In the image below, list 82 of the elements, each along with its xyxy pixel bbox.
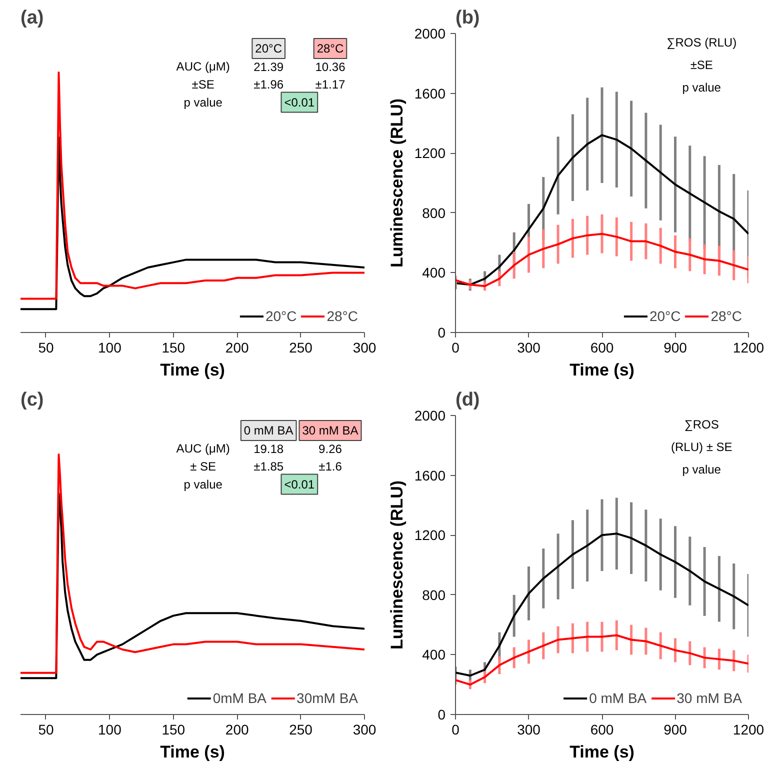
annotation: 21.39 [254,60,284,74]
y-tick-label: 400 [422,264,446,281]
x-tick-label: 300 [352,722,376,738]
annotation: ±1.6 [318,459,342,474]
y-tick-label: 0 [438,706,446,722]
annotation: ±SE [690,58,713,72]
x-tick-label: 150 [162,722,186,738]
annotation: AUC (μM) [176,59,230,74]
x-tick-label: 250 [289,722,313,738]
annotation: <0.01 [284,477,315,492]
x-tick-label: 100 [98,340,122,356]
x-tick-label: 300 [352,340,376,356]
x-tick-label: 600 [590,722,614,738]
annotation: ∑ROS (RLU) [666,35,737,50]
y-axis-title: Luminescence (RLU) [387,98,406,268]
chart-title: (d) [456,390,480,410]
text: 20°C [255,41,282,56]
legend-label: 28°C [710,308,742,324]
y-tick-label: 1200 [414,145,446,162]
y-tick-label: 1200 [414,527,446,544]
annotation: ± SE [190,459,216,474]
text: 30 mM BA [302,423,358,438]
x-axis-title: Time (s) [570,742,634,762]
annotation: p value [184,95,223,110]
text: 0 mM BA [244,423,294,438]
y-tick-label: 0 [438,324,446,340]
x-tick-label: 900 [664,340,688,356]
annotation: ±1.17 [315,77,346,92]
y-tick-label: 1600 [414,85,446,102]
annotation: ±1.85 [254,459,284,474]
x-tick-label: 200 [225,722,249,738]
x-tick-label: 100 [98,722,122,738]
x-axis-title: Time (s) [570,360,634,380]
x-tick-label: 600 [590,340,614,356]
chart-title: (a) [20,8,44,28]
annotation: 9.26 [318,442,342,456]
x-tick-label: 300 [517,722,541,738]
x-tick-label: 200 [225,340,249,356]
legend-label: 20°C [649,308,681,324]
y-axis-title: Luminescence (RLU) [387,480,406,650]
chart-title: (c) [20,390,44,410]
x-tick-label: 1200 [732,722,764,738]
line-series [456,532,748,677]
annotation: AUC (μM) [176,441,230,456]
legend-label: 28°C [326,308,358,324]
annotation: <0.01 [284,95,315,110]
x-tick-label: 250 [289,340,313,356]
y-tick-label: 800 [422,586,446,603]
x-tick-label: 50 [38,722,54,738]
y-tick-label: 1600 [414,467,446,484]
x-axis-title: Time (s) [160,742,225,762]
legend-label: 0mM BA [212,690,267,706]
x-tick-label: 150 [162,340,186,356]
x-tick-label: 0 [452,340,460,356]
line-series [456,134,748,286]
x-axis-title: Time (s) [160,360,225,380]
legend-label: 30mM BA [296,690,358,706]
x-tick-label: 1200 [732,340,764,356]
y-tick-label: 2000 [414,26,446,42]
line-series [456,232,748,288]
x-tick-label: 300 [517,340,541,356]
y-tick-label: 2000 [414,408,446,424]
x-tick-label: 900 [664,722,688,738]
annotation: ±1.96 [254,77,284,92]
annotation: (RLU) ± SE [670,440,732,454]
annotation: p value [184,477,223,492]
annotation: ±SE [192,77,214,92]
legend-label: 30 mM BA [676,690,742,706]
y-tick-label: 400 [422,646,446,663]
text: 28°C [316,41,344,56]
legend-label: 0 mM BA [589,690,647,706]
annotation: 19.18 [254,442,284,456]
x-tick-label: 50 [38,340,54,356]
annotation: p value [682,462,722,476]
line-series [456,634,748,686]
legend-label: 20°C [265,308,297,324]
annotation: ∑ROS [684,417,719,432]
x-tick-label: 0 [452,722,460,738]
y-tick-label: 800 [422,204,446,221]
annotation: 10.36 [315,60,346,74]
chart-title: (b) [456,8,480,28]
annotation: p value [682,80,722,94]
